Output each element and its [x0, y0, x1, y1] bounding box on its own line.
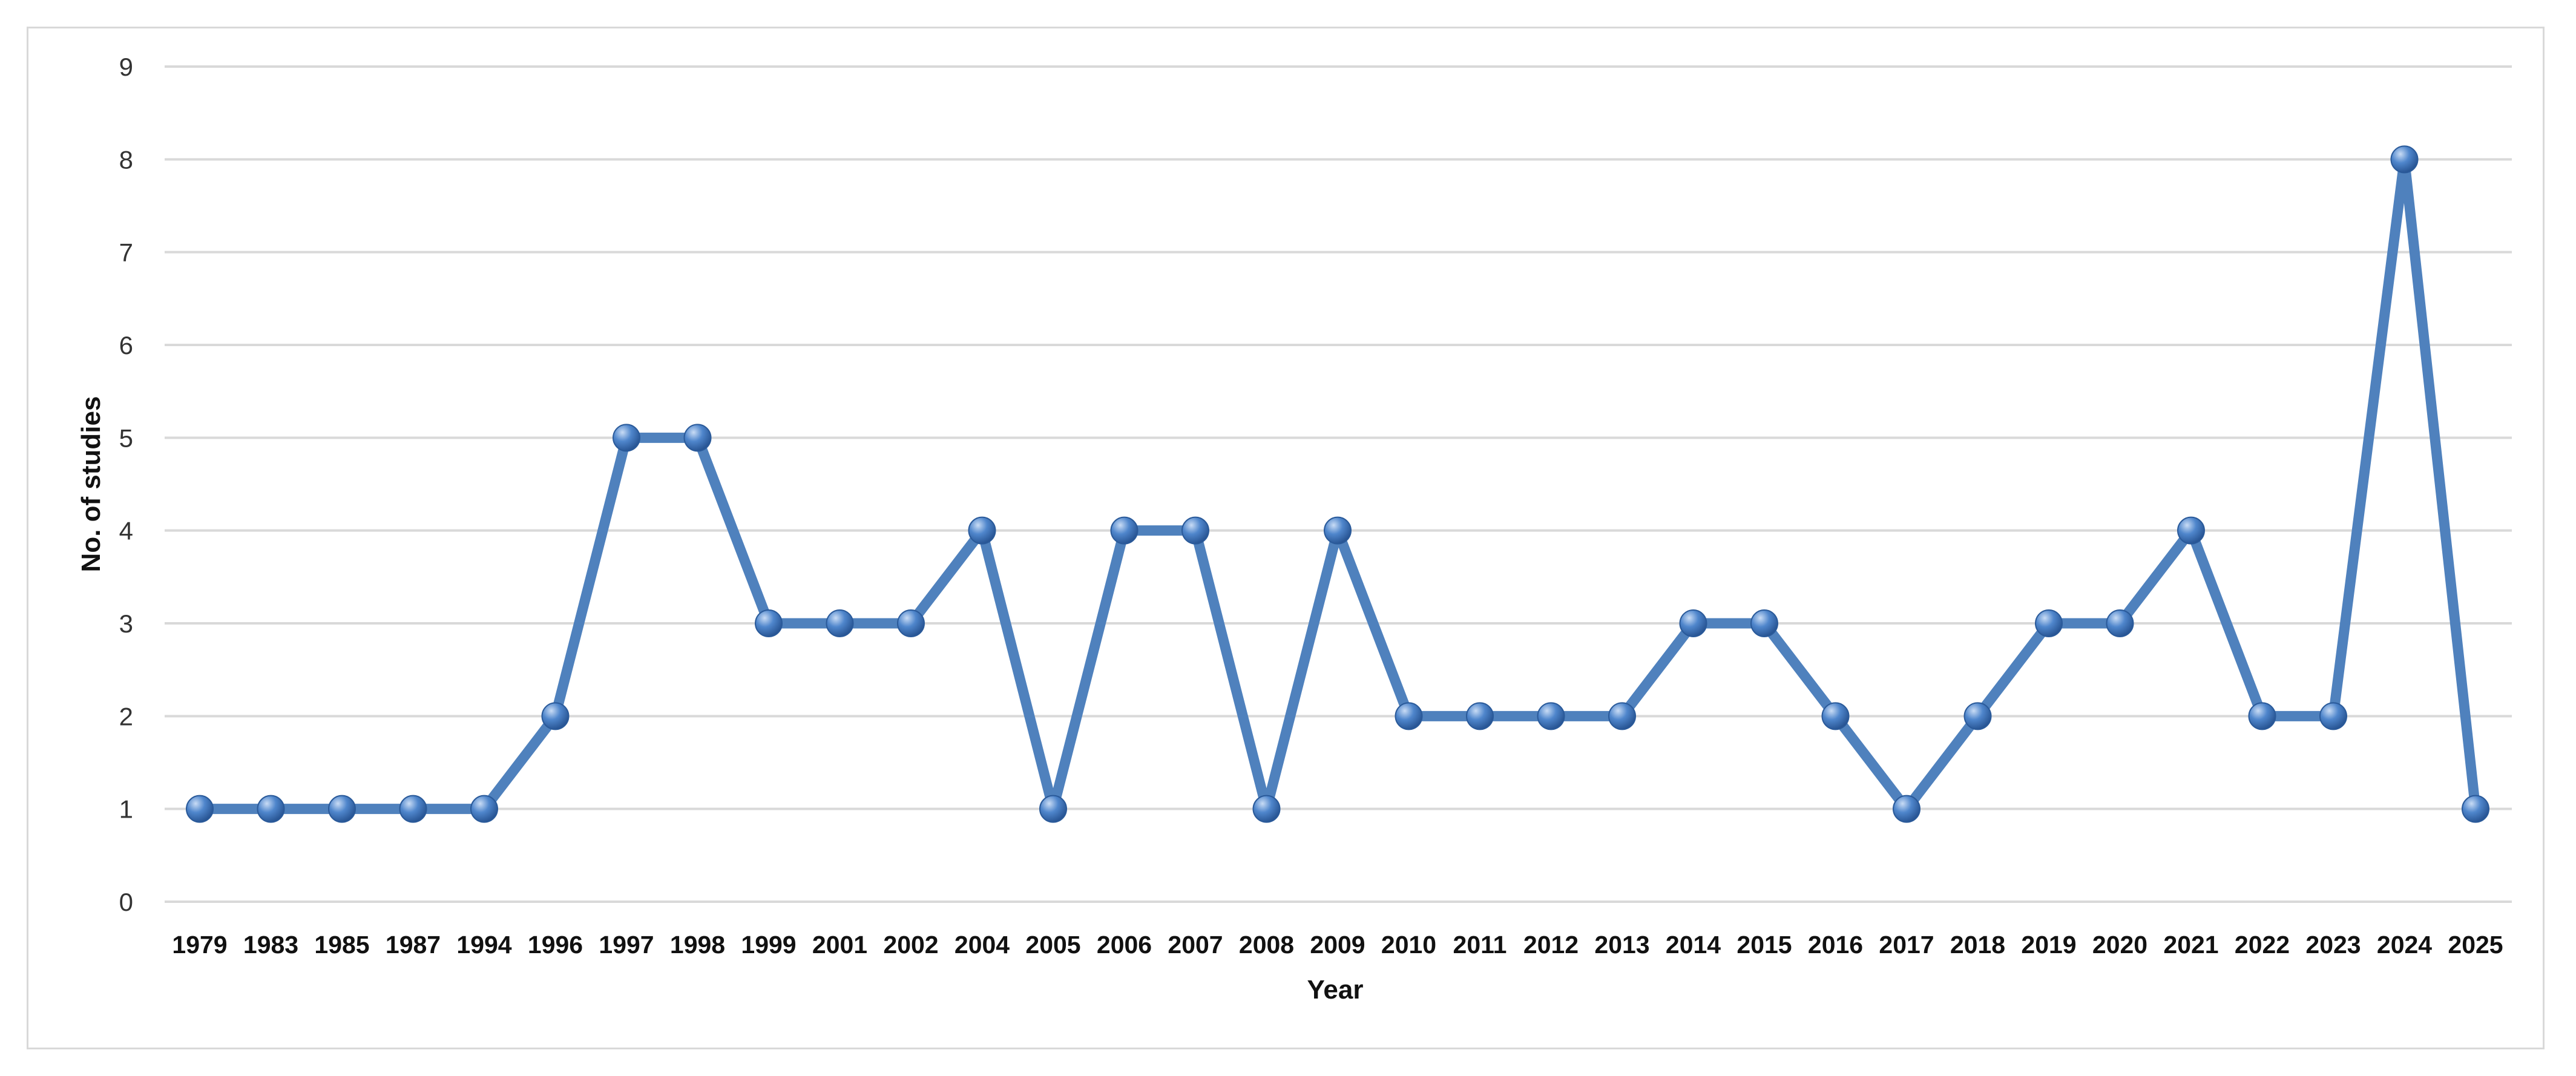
series-group — [186, 145, 2489, 823]
x-tick-label: 1994 — [456, 931, 511, 959]
y-tick-label: 1 — [119, 795, 133, 824]
y-axis-ticks: 0 1 2 3 4 5 6 7 8 9 — [119, 53, 133, 916]
data-point — [1537, 702, 1565, 730]
y-tick-label: 6 — [119, 331, 133, 359]
x-axis-title: Year — [1307, 975, 1364, 1005]
x-tick-label: 2011 — [1453, 931, 1507, 959]
x-tick-label: 2021 — [2163, 931, 2218, 959]
data-point — [1893, 795, 1920, 823]
x-tick-label: 2024 — [2377, 931, 2432, 959]
x-tick-label: 2004 — [954, 931, 1010, 959]
x-tick-label: 2018 — [1950, 931, 2005, 959]
x-tick-label: 2007 — [1168, 931, 1223, 959]
data-point — [1963, 702, 1992, 730]
x-tick-label: 1997 — [599, 931, 654, 959]
x-tick-label: 2012 — [1523, 931, 1579, 959]
x-tick-label: 2016 — [1808, 931, 1863, 959]
x-tick-label: 1983 — [243, 931, 298, 959]
data-point — [2248, 702, 2276, 730]
data-point — [186, 795, 214, 823]
x-tick-label: 1998 — [670, 931, 725, 959]
data-point — [1395, 702, 1423, 730]
data-point — [2177, 516, 2205, 545]
x-tick-label: 2019 — [2021, 931, 2076, 959]
x-tick-label: 2008 — [1239, 931, 1294, 959]
y-tick-label: 5 — [119, 424, 133, 452]
x-tick-label: 1996 — [528, 931, 583, 959]
x-tick-label: 1979 — [172, 931, 227, 959]
y-tick-label: 3 — [119, 609, 133, 638]
data-point — [2035, 609, 2063, 637]
data-point — [1039, 795, 1067, 823]
gridlines — [165, 65, 2512, 903]
data-point — [613, 424, 640, 452]
y-tick-label: 9 — [119, 53, 133, 81]
series-line — [194, 154, 2481, 815]
x-tick-label: 2013 — [1594, 931, 1649, 959]
data-point — [2390, 145, 2419, 174]
data-point — [1750, 609, 1778, 637]
y-tick-label: 7 — [119, 238, 133, 267]
chart-frame — [27, 27, 2545, 1049]
data-point — [1608, 702, 1636, 730]
data-point — [328, 795, 356, 823]
data-point — [1181, 516, 1209, 545]
data-point — [755, 609, 783, 637]
data-point — [683, 424, 712, 452]
data-point — [1110, 516, 1138, 545]
x-tick-label: 2023 — [2305, 931, 2361, 959]
x-axis-ticks: 1979 1983 1985 1987 1994 1996 1997 1998 1999 2001… — [172, 931, 2503, 959]
y-tick-label: 0 — [119, 888, 133, 916]
data-point — [1679, 609, 1707, 637]
x-tick-label: 2017 — [1879, 931, 1934, 959]
x-tick-label: 2002 — [883, 931, 938, 959]
data-point — [1821, 702, 1850, 730]
data-point — [257, 795, 285, 823]
data-point — [826, 609, 854, 637]
x-tick-label: 1987 — [386, 931, 441, 959]
data-point — [2106, 609, 2134, 637]
data-point — [897, 609, 925, 637]
x-tick-label: 2005 — [1025, 931, 1080, 959]
data-point — [2462, 795, 2489, 823]
data-point — [1324, 516, 1352, 545]
y-tick-label: 2 — [119, 702, 133, 730]
x-tick-label: 2022 — [2235, 931, 2290, 959]
x-tick-label: 2009 — [1310, 931, 1365, 959]
x-tick-label: 1985 — [314, 931, 369, 959]
data-point — [968, 516, 996, 545]
x-tick-label: 2006 — [1097, 931, 1152, 959]
data-point — [2319, 702, 2347, 730]
x-tick-label: 2010 — [1381, 931, 1436, 959]
data-point — [541, 702, 570, 730]
data-point — [399, 795, 427, 823]
y-tick-label: 8 — [119, 145, 133, 174]
y-tick-label: 4 — [119, 517, 133, 545]
x-tick-label: 2001 — [812, 931, 867, 959]
x-tick-label: 2014 — [1666, 931, 1721, 959]
x-tick-label: 2015 — [1736, 931, 1792, 959]
y-axis-title: No. of studies — [76, 396, 106, 572]
x-tick-label: 2020 — [2092, 931, 2147, 959]
data-point — [1252, 795, 1281, 823]
x-tick-label: 1999 — [741, 931, 796, 959]
data-point — [470, 795, 498, 823]
data-point — [1466, 702, 1494, 730]
x-tick-label: 2025 — [2448, 931, 2503, 959]
